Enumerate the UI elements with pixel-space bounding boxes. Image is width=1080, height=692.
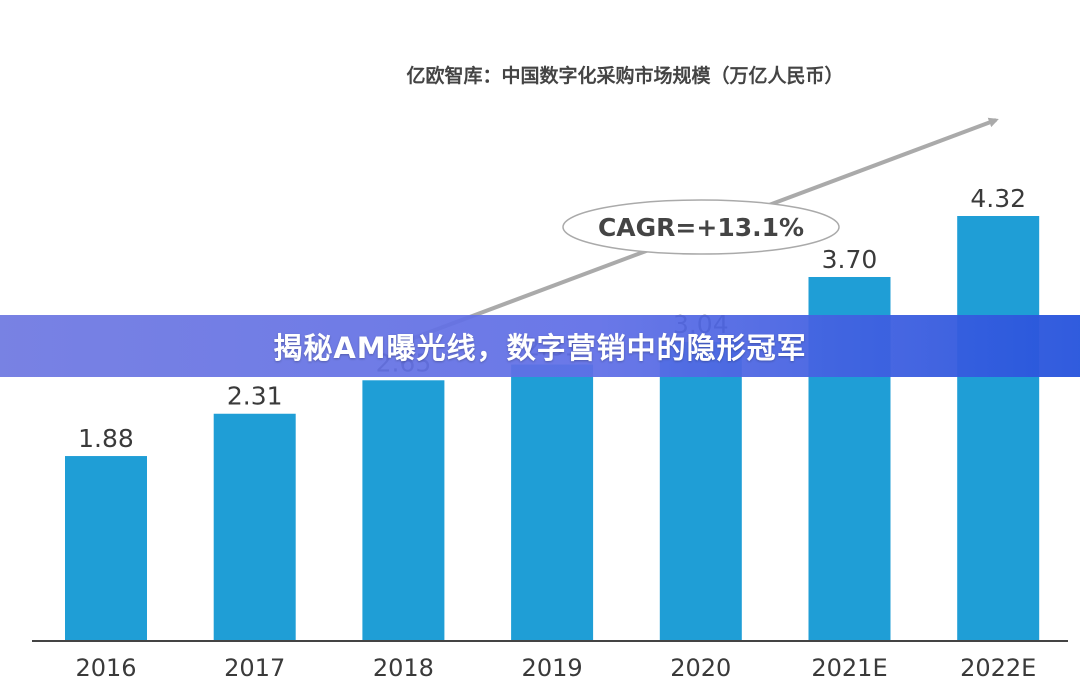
bar-2018	[362, 380, 445, 641]
title-banner: 揭秘AM曝光线，数字营销中的隐形冠军	[0, 315, 1080, 377]
bar-2022E	[957, 216, 1040, 641]
category-label-2017: 2017	[224, 654, 285, 682]
cagr-ellipse	[562, 199, 840, 255]
bar-2016	[65, 456, 147, 641]
bars-group: 1.8820162.3120172.6520182.8120193.042020…	[65, 184, 1040, 682]
cagr-annotation: CAGR=+13.1%	[598, 213, 804, 242]
bar-2019	[511, 364, 594, 641]
category-label-2016: 2016	[75, 654, 136, 682]
category-label-2018: 2018	[373, 654, 434, 682]
bar-2020	[659, 341, 742, 641]
bar-2017	[213, 413, 296, 641]
value-label-2022E: 4.32	[970, 184, 1026, 213]
category-label-2020: 2020	[670, 654, 731, 682]
category-label-2022E: 2022E	[960, 654, 1036, 682]
banner-title: 揭秘AM曝光线，数字营销中的隐形冠军	[273, 331, 807, 365]
value-label-2021E: 3.70	[822, 245, 878, 274]
category-label-2019: 2019	[522, 654, 583, 682]
value-label-2017: 2.31	[227, 382, 283, 411]
chart-title: 亿欧智库：中国数字化采购市场规模（万亿人民币）	[406, 64, 843, 87]
category-label-2021E: 2021E	[811, 654, 887, 682]
value-label-2016: 1.88	[78, 424, 134, 453]
